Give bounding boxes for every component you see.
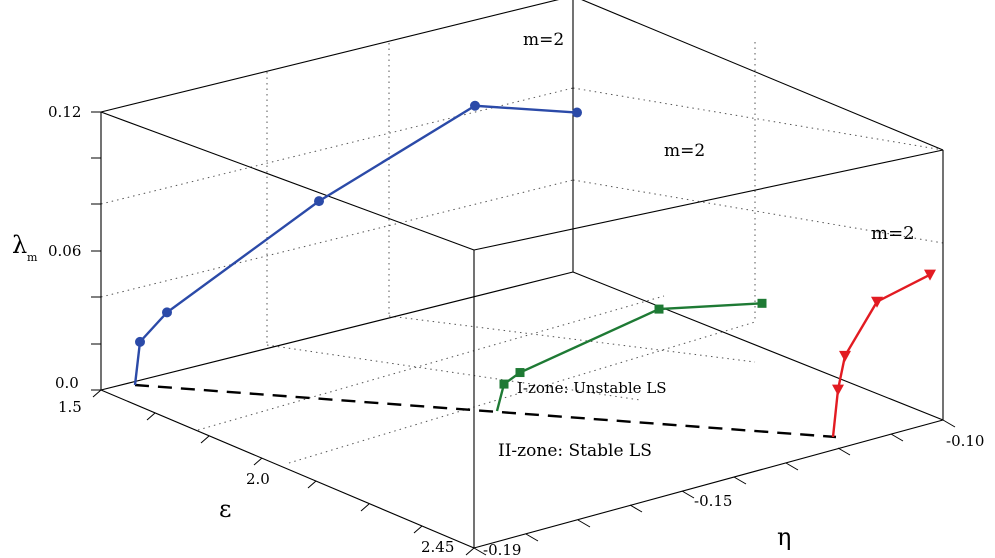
epsilon-tick-label-end: 2.45 (421, 538, 454, 556)
eta-tick (473, 547, 487, 556)
series-1-marker (135, 336, 145, 347)
series-1-marker (314, 196, 324, 207)
epsilon-tick-label-start: 1.5 (58, 398, 82, 416)
stable-zone-label: II-zone: Stable LS (498, 441, 652, 461)
eta-tick-label-end: -0.10 (946, 432, 984, 450)
box-edge (100, 389, 475, 549)
grid-line (100, 87, 574, 205)
eta-axis-label: η (777, 523, 791, 551)
box-edge (581, 0, 944, 151)
eta-tick (942, 419, 956, 428)
tick-marks (91, 111, 956, 556)
grid-line (100, 179, 574, 298)
epsilon-tick (200, 435, 210, 444)
box-edge (100, 0, 560, 113)
epsilon-tick (253, 457, 263, 466)
eta-tick-label-start: -0.19 (483, 541, 521, 558)
series-2-marker (515, 368, 525, 378)
series-1-marker (572, 107, 582, 118)
grid-line (572, 179, 944, 244)
stability-boundary (134, 383, 837, 439)
box-edge (473, 419, 944, 549)
series-3-marker (839, 350, 851, 362)
green-series-annotation: m=2 (664, 141, 705, 161)
series-2-marker (654, 304, 664, 314)
epsilon-tick (92, 389, 102, 398)
eta-tick (525, 533, 539, 542)
series-1-marker (162, 307, 172, 318)
series-line-1 (133, 104, 578, 386)
eta-tick (577, 519, 591, 528)
series-3-marker (924, 269, 936, 281)
grid-line (572, 87, 944, 151)
box-edge (100, 111, 475, 251)
lambda-axis-subscript: m (27, 251, 38, 264)
axis-box (100, 0, 944, 549)
box-edge (100, 271, 574, 391)
blue-series-annotation: m=2 (523, 30, 564, 50)
epsilon-tick (465, 547, 475, 556)
eta-tick (837, 447, 851, 456)
grid-line (288, 321, 756, 464)
grid-lines (100, 42, 944, 464)
eta-tick (890, 433, 904, 442)
epsilon-tick (146, 412, 156, 421)
series-3-marker (871, 296, 883, 308)
red-series-annotation: m=2 (871, 223, 915, 244)
lambda-tick-label-mid: 0.06 (48, 242, 81, 260)
epsilon-axis-label: ε (219, 495, 231, 523)
box-edge (473, 149, 944, 251)
series-layer (133, 100, 936, 438)
lambda-tick-label-bottom: 0.0 (55, 374, 79, 392)
epsilon-tick (307, 480, 317, 489)
lambda-axis-label: λ (12, 231, 27, 259)
eta-tick (785, 462, 799, 471)
box-edge (572, 271, 944, 421)
series-3-marker (832, 384, 844, 396)
series-1-marker (470, 100, 480, 111)
eta-tick-label-mid: -0.15 (694, 492, 732, 510)
epsilon-tick (413, 525, 423, 534)
epsilon-tick (360, 503, 370, 512)
epsilon-tick-label-mid: 2.0 (246, 470, 270, 488)
grid-line (388, 315, 756, 363)
grid-line (266, 344, 641, 401)
unstable-zone-label: I-zone: Unstable LS (517, 379, 667, 397)
eta-tick (681, 490, 695, 499)
eta-tick (733, 476, 747, 485)
series-2-marker (757, 298, 767, 308)
eta-tick (629, 504, 643, 513)
grid-line (197, 295, 665, 431)
series-2-marker (499, 379, 509, 389)
lambda-tick-label-top: 0.12 (48, 103, 81, 121)
